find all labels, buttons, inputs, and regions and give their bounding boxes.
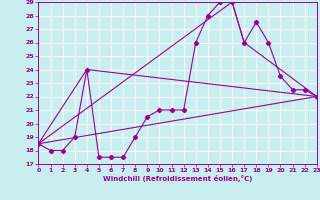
X-axis label: Windchill (Refroidissement éolien,°C): Windchill (Refroidissement éolien,°C): [103, 175, 252, 182]
